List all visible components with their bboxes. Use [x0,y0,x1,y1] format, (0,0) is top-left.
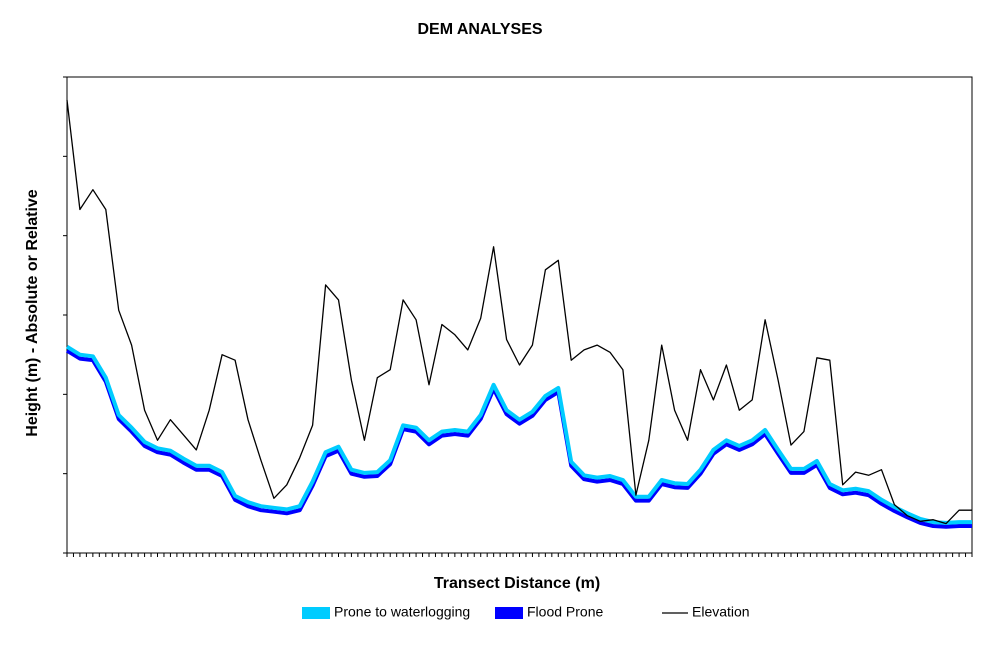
y-axis-label: Height (m) - Absolute or Relative [24,189,41,437]
legend-swatch [302,607,330,619]
series-line [65,348,972,529]
legend-label: Elevation [692,604,750,620]
plot-frame [66,76,973,554]
legend-label: Flood Prone [527,604,603,620]
x-axis-label: Transect Distance (m) [434,575,600,592]
chart-title: DEM ANALYSES [417,21,542,38]
legend-label: Prone to waterlogging [334,604,470,620]
legend-swatch [495,607,523,619]
series-line [66,99,972,525]
series-line [65,345,972,525]
